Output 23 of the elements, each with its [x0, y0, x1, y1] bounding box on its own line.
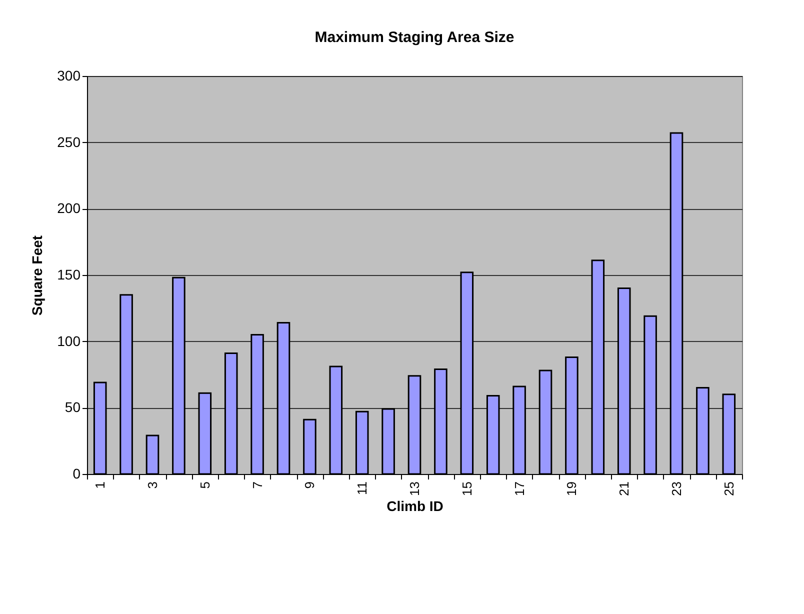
- x-tick-label: 21: [616, 482, 632, 496]
- y-tick-label: 250: [57, 134, 81, 150]
- y-axis-title: Square Feet: [29, 235, 46, 316]
- x-tick-label: 23: [669, 482, 684, 496]
- chart-title: Maximum Staging Area Size: [314, 29, 514, 46]
- x-tick-label: 1: [92, 482, 108, 489]
- x-tick-label: 9: [302, 482, 318, 489]
- x-tick-label: 11: [354, 482, 370, 495]
- x-tick-label: 15: [459, 482, 474, 496]
- y-tick-label: 0: [72, 466, 81, 482]
- x-tick-label: 25: [721, 482, 736, 496]
- y-tick-label: 150: [57, 266, 81, 282]
- x-axis-title: Climb ID: [386, 498, 444, 514]
- x-tick-label: 3: [145, 482, 160, 489]
- y-tick-label: 300: [57, 68, 81, 84]
- x-tick-label: 7: [250, 482, 265, 489]
- x-tick-label: 5: [197, 482, 212, 489]
- y-tick-label: 100: [57, 332, 81, 349]
- y-tick-label: 200: [57, 200, 81, 216]
- x-tick-label: 19: [564, 482, 580, 496]
- x-tick-label: 13: [407, 482, 422, 496]
- y-tick-label: 50: [64, 399, 81, 416]
- x-tick-label: 17: [512, 482, 527, 496]
